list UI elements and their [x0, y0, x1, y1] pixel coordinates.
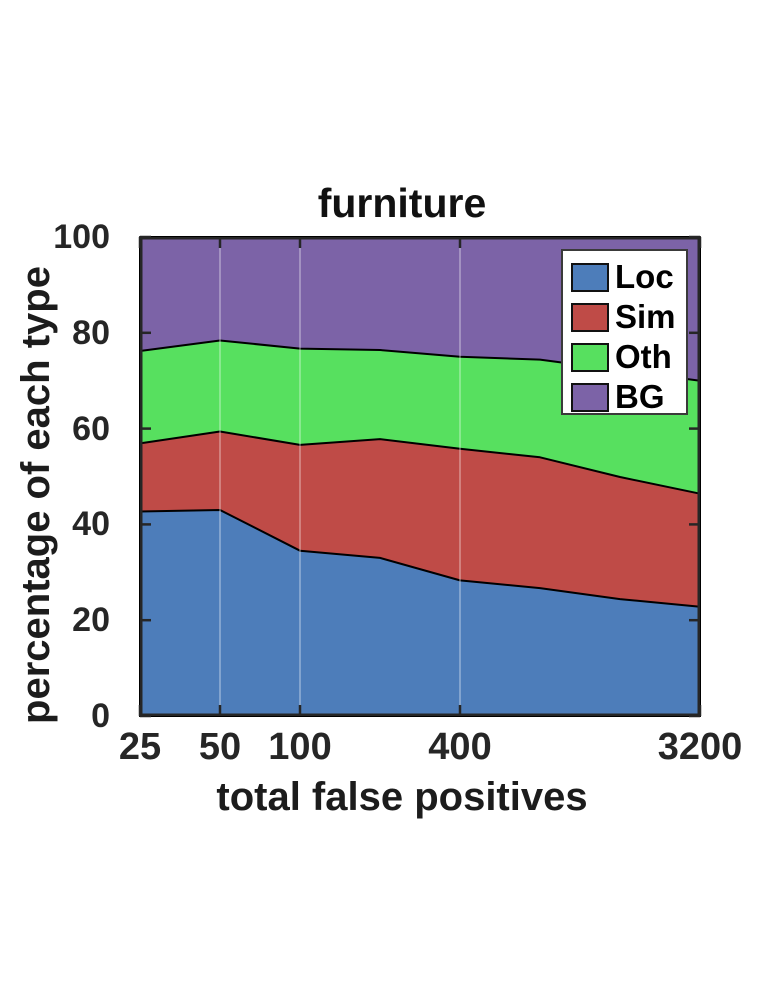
legend-item-oth: Oth: [571, 337, 686, 377]
y-tick-label-80: 80: [72, 313, 110, 352]
legend-swatch-oth: [571, 342, 609, 372]
y-tick-label-0: 0: [91, 697, 110, 735]
x-tick-label-25: 25: [118, 726, 162, 768]
x-axis-label: total false positives: [216, 775, 588, 819]
legend: Loc Sim Oth BG: [561, 249, 688, 415]
y-tick-label-60: 60: [72, 409, 110, 448]
x-tick-label-3200: 3200: [657, 726, 743, 768]
legend-label-oth: Oth: [615, 338, 672, 375]
plot-area: [138, 235, 702, 718]
y-tick-label-100: 100: [53, 218, 110, 256]
plot-border: [140, 237, 700, 716]
y-tick-label-40: 40: [72, 505, 110, 544]
legend-label-sim: Sim: [615, 298, 676, 335]
legend-item-sim: Sim: [571, 297, 686, 337]
x-tick-label-50: 50: [198, 726, 242, 768]
y-tick-label-20: 20: [72, 601, 110, 640]
chart-title: furniture: [317, 180, 487, 226]
x-tick-label-100: 100: [268, 726, 332, 768]
legend-label-bg: BG: [615, 378, 665, 415]
legend-swatch-bg: [571, 382, 609, 412]
legend-swatch-sim: [571, 302, 609, 332]
x-tick-label-400: 400: [428, 726, 492, 768]
legend-item-loc: Loc: [571, 257, 686, 297]
legend-item-bg: BG: [571, 377, 686, 417]
legend-label-loc: Loc: [615, 258, 674, 295]
legend-swatch-loc: [571, 262, 609, 292]
